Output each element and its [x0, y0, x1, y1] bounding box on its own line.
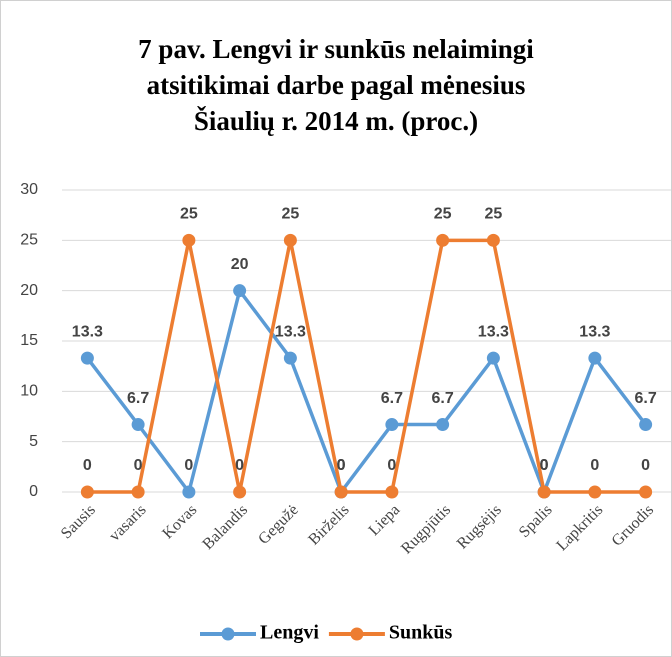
data-point	[385, 485, 399, 499]
data-point	[436, 418, 450, 432]
y-tick-label: 15	[20, 332, 38, 349]
data-point	[283, 351, 297, 365]
data-point	[639, 418, 653, 432]
data-label: 0	[134, 457, 143, 474]
data-point	[436, 233, 450, 247]
data-point	[486, 233, 500, 247]
data-label: 0	[641, 457, 650, 474]
data-point	[131, 418, 145, 432]
data-label: 13.3	[478, 323, 509, 340]
data-label: 13.3	[72, 323, 103, 340]
data-label: 0	[337, 457, 346, 474]
data-label: 20	[231, 256, 249, 273]
data-point	[80, 485, 94, 499]
chart-title: Šiaulių r. 2014 m. (proc.)	[194, 106, 478, 136]
data-point	[233, 485, 247, 499]
data-label: 0	[540, 457, 549, 474]
chart-title: atsitikimai darbe pagal mėnesius	[147, 70, 526, 100]
data-point	[182, 233, 196, 247]
data-label: 25	[281, 206, 299, 223]
data-point	[588, 351, 602, 365]
data-point	[588, 485, 602, 499]
chart-title: 7 pav. Lengvi ir sunkūs nelaimingi	[138, 34, 534, 64]
y-tick-label: 5	[29, 433, 38, 450]
data-point	[486, 351, 500, 365]
data-point	[283, 233, 297, 247]
data-label: 25	[484, 206, 502, 223]
legend-label: Lengvi	[260, 622, 319, 644]
data-label: 0	[337, 457, 346, 474]
data-label: 6.7	[432, 390, 454, 407]
y-tick-label: 10	[20, 383, 38, 400]
data-label: 0	[540, 457, 549, 474]
data-label: 6.7	[127, 390, 149, 407]
data-label: 25	[434, 206, 452, 223]
data-label: 0	[235, 457, 244, 474]
y-tick-label: 0	[29, 483, 38, 500]
data-point	[334, 485, 348, 499]
data-label: 25	[180, 206, 198, 223]
data-label: 0	[387, 457, 396, 474]
data-point	[385, 418, 399, 432]
data-label: 0	[590, 457, 599, 474]
data-point	[639, 485, 653, 499]
data-point	[233, 284, 247, 298]
data-label: 0	[184, 457, 193, 474]
y-tick-label: 30	[20, 181, 38, 198]
data-point	[182, 485, 196, 499]
legend-marker	[221, 627, 235, 641]
data-label: 13.3	[579, 323, 610, 340]
legend-label: Sunkūs	[389, 622, 453, 644]
data-label: 0	[83, 457, 92, 474]
series-line	[87, 238, 646, 494]
data-point	[537, 485, 551, 499]
y-tick-label: 20	[20, 282, 38, 299]
series-line	[85, 288, 648, 494]
data-label: 6.7	[381, 390, 403, 407]
data-point	[131, 485, 145, 499]
y-tick-label: 25	[20, 232, 38, 249]
data-label: 6.7	[635, 390, 657, 407]
data-point	[80, 351, 94, 365]
data-label: 13.3	[275, 323, 306, 340]
legend-marker	[350, 627, 364, 641]
